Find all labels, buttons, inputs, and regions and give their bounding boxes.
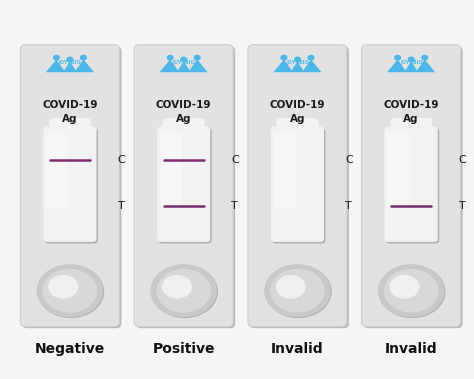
- Polygon shape: [160, 60, 208, 72]
- Circle shape: [162, 275, 192, 299]
- Text: T: T: [118, 201, 124, 211]
- Text: JOYSBIO: JOYSBIO: [400, 60, 422, 65]
- Text: JOYSBIO: JOYSBIO: [59, 60, 81, 65]
- Circle shape: [379, 265, 446, 318]
- Circle shape: [150, 264, 217, 318]
- Circle shape: [265, 265, 332, 318]
- Text: JOYSBIO: JOYSBIO: [286, 60, 309, 65]
- Circle shape: [390, 275, 419, 299]
- Circle shape: [156, 269, 211, 313]
- FancyBboxPatch shape: [248, 45, 347, 327]
- Circle shape: [36, 264, 103, 318]
- Text: T: T: [345, 201, 352, 211]
- Text: COVID-19
Ag: COVID-19 Ag: [42, 100, 98, 124]
- Circle shape: [264, 264, 331, 318]
- FancyBboxPatch shape: [49, 118, 91, 135]
- FancyBboxPatch shape: [273, 134, 296, 208]
- Circle shape: [54, 55, 59, 60]
- FancyBboxPatch shape: [271, 127, 324, 242]
- FancyBboxPatch shape: [136, 46, 235, 328]
- Circle shape: [67, 57, 73, 62]
- FancyBboxPatch shape: [163, 118, 205, 135]
- Text: Invalid: Invalid: [385, 342, 438, 356]
- Text: COVID-19
Ag: COVID-19 Ag: [270, 100, 325, 124]
- FancyBboxPatch shape: [250, 46, 349, 328]
- Circle shape: [308, 55, 314, 60]
- Circle shape: [276, 275, 306, 299]
- Text: Positive: Positive: [153, 342, 215, 356]
- Circle shape: [384, 269, 438, 313]
- Text: C: C: [118, 155, 125, 165]
- FancyBboxPatch shape: [364, 46, 463, 328]
- FancyBboxPatch shape: [134, 45, 233, 327]
- Circle shape: [151, 265, 218, 318]
- Polygon shape: [46, 60, 94, 72]
- Polygon shape: [387, 60, 435, 72]
- Text: COVID-19
Ag: COVID-19 Ag: [156, 100, 211, 124]
- FancyBboxPatch shape: [22, 46, 121, 328]
- Circle shape: [43, 269, 97, 313]
- FancyBboxPatch shape: [43, 127, 97, 242]
- FancyBboxPatch shape: [46, 134, 68, 208]
- FancyBboxPatch shape: [384, 127, 438, 242]
- Circle shape: [395, 55, 401, 60]
- Circle shape: [294, 57, 301, 62]
- Text: JOYSBIO: JOYSBIO: [173, 60, 195, 65]
- FancyBboxPatch shape: [387, 134, 410, 208]
- FancyBboxPatch shape: [20, 45, 119, 327]
- Circle shape: [270, 269, 325, 313]
- Text: C: C: [459, 155, 466, 165]
- Circle shape: [378, 264, 445, 318]
- Text: T: T: [459, 201, 465, 211]
- FancyBboxPatch shape: [158, 128, 212, 243]
- FancyBboxPatch shape: [276, 118, 319, 135]
- Text: Negative: Negative: [35, 342, 105, 356]
- Circle shape: [422, 55, 428, 60]
- Text: T: T: [231, 201, 238, 211]
- FancyBboxPatch shape: [45, 128, 98, 243]
- Circle shape: [81, 55, 86, 60]
- Text: C: C: [345, 155, 353, 165]
- FancyBboxPatch shape: [362, 45, 461, 327]
- Circle shape: [48, 275, 78, 299]
- FancyBboxPatch shape: [157, 127, 210, 242]
- Circle shape: [167, 55, 173, 60]
- FancyBboxPatch shape: [390, 118, 432, 135]
- Circle shape: [194, 55, 200, 60]
- Circle shape: [181, 57, 186, 62]
- Text: C: C: [231, 155, 239, 165]
- Polygon shape: [273, 60, 321, 72]
- FancyBboxPatch shape: [160, 134, 182, 208]
- Text: COVID-19
Ag: COVID-19 Ag: [383, 100, 439, 124]
- FancyBboxPatch shape: [386, 128, 439, 243]
- Circle shape: [281, 55, 287, 60]
- Circle shape: [37, 265, 104, 318]
- FancyBboxPatch shape: [272, 128, 326, 243]
- Text: Invalid: Invalid: [271, 342, 324, 356]
- Circle shape: [409, 57, 414, 62]
